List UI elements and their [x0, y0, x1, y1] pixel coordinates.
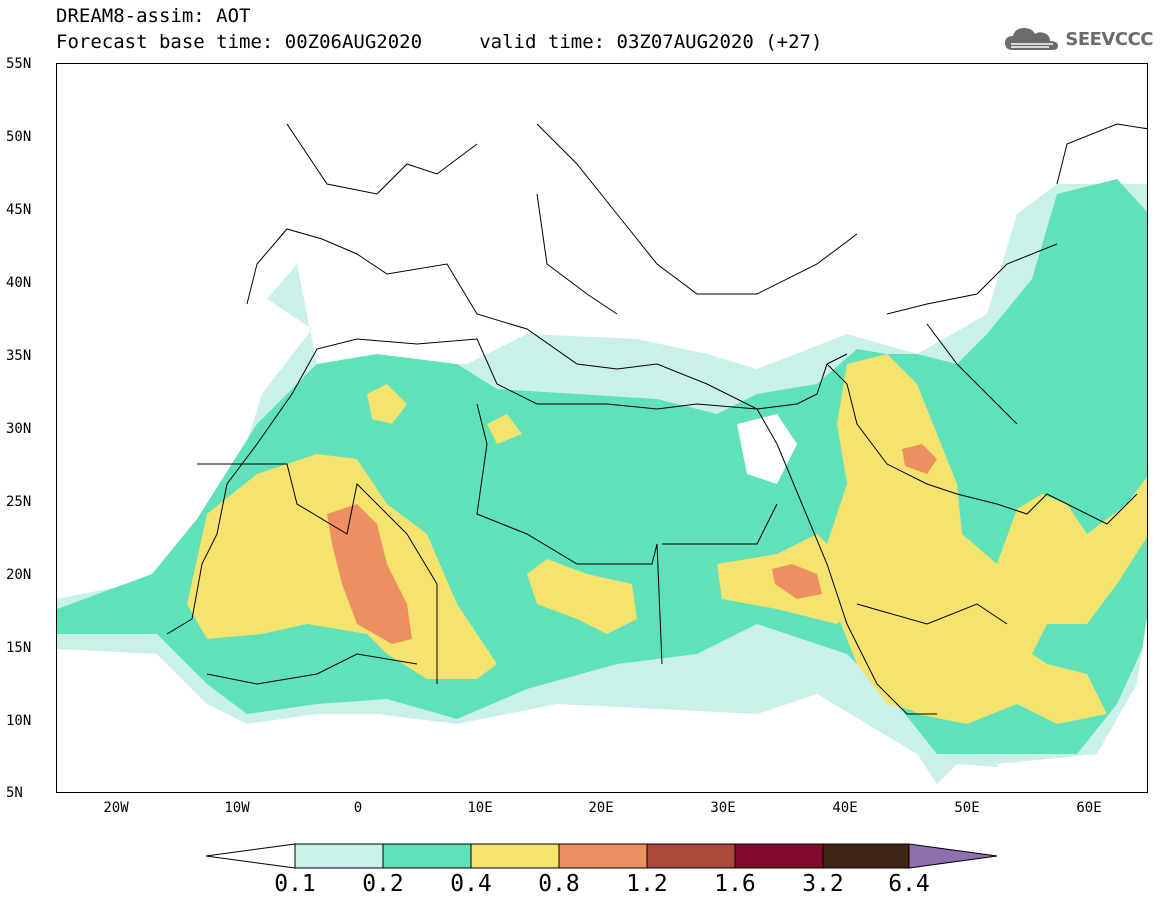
- lat-label-5n: 5N: [6, 785, 23, 801]
- chart-title: DREAM8-assim: AOT: [56, 5, 251, 27]
- colorbar-swatch-2: [470, 843, 560, 869]
- colorbar-swatch-6: [822, 843, 910, 869]
- colorbar-swatch-5: [734, 843, 824, 869]
- colorbar-label-4: 1.2: [626, 871, 668, 897]
- lon-label-10w: 10W: [224, 800, 250, 816]
- aot-band-0.8: [327, 444, 937, 644]
- lon-label-10e: 10E: [467, 800, 493, 816]
- colorbar-label-5: 1.6: [714, 871, 756, 897]
- lon-label-30e: 30E: [710, 800, 736, 816]
- cloud-icon: [1005, 28, 1059, 50]
- lat-label-55n: 55N: [6, 56, 32, 72]
- colorbar-label-2: 0.4: [450, 871, 492, 897]
- colorbar-label-3: 0.8: [538, 871, 580, 897]
- forecast-times: Forecast base time: 00Z06AUG2020 valid t…: [56, 31, 823, 53]
- colorbar-label-7: 6.4: [888, 871, 930, 897]
- colorbar: [206, 843, 998, 869]
- lat-label-25n: 25N: [6, 494, 32, 510]
- lat-label-20n: 20N: [6, 567, 32, 583]
- lon-label-0: 0: [353, 800, 363, 816]
- colorbar-swatch-3: [558, 843, 648, 869]
- lon-label-20e: 20E: [588, 800, 614, 816]
- lat-label-15n: 15N: [6, 640, 32, 656]
- lat-label-10n: 10N: [6, 713, 32, 729]
- lat-label-45n: 45N: [6, 202, 32, 218]
- lon-label-40e: 40E: [832, 800, 858, 816]
- lon-label-20w: 20W: [103, 800, 129, 816]
- map-area: [56, 63, 1148, 793]
- colorbar-swatch-1: [382, 843, 472, 869]
- lat-label-50n: 50N: [6, 129, 32, 145]
- colorbar-under-triangle: [206, 843, 296, 869]
- colorbar-swatch-0: [294, 843, 384, 869]
- colorbar-label-6: 3.2: [802, 871, 844, 897]
- lon-label-50e: 50E: [954, 800, 980, 816]
- colorbar-label-1: 0.2: [362, 871, 404, 897]
- lat-label-30n: 30N: [6, 421, 32, 437]
- colorbar-over-triangle: [908, 843, 998, 869]
- lat-label-35n: 35N: [6, 348, 32, 364]
- seevccc-logo: SEEVCCC: [1003, 24, 1153, 54]
- lon-label-60e: 60E: [1076, 800, 1102, 816]
- colorbar-swatch-4: [646, 843, 736, 869]
- colorbar-label-0: 0.1: [274, 871, 316, 897]
- logo-text: SEEVCCC: [1065, 28, 1153, 50]
- lat-label-40n: 40N: [6, 275, 32, 291]
- clean-air-patches: [737, 414, 1147, 792]
- coastlines-borders: [166, 123, 1147, 715]
